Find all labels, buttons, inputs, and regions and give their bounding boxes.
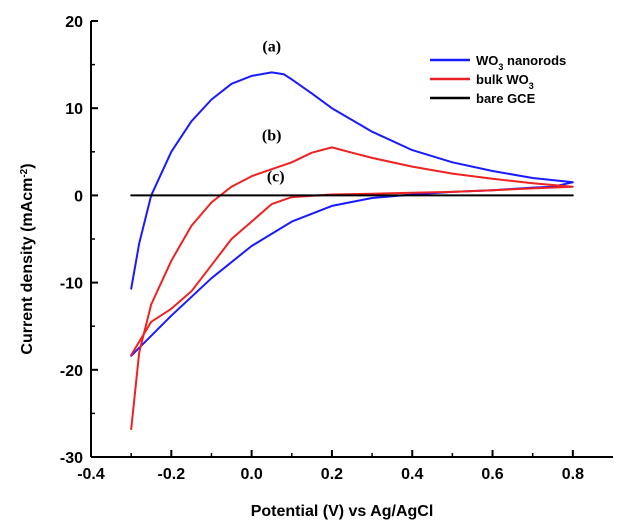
curve-annotation: (c) — [267, 168, 285, 185]
x-tick-label: 0.4 — [401, 466, 423, 483]
y-tick-label: 10 — [65, 101, 83, 118]
y-tick-label: -30 — [60, 450, 83, 467]
series-lines — [130, 71, 574, 431]
x-axis-title: Potential (V) vs Ag/AgCl — [251, 503, 434, 520]
x-tick-label: 0.6 — [481, 466, 503, 483]
x-tick-label: -0.4 — [77, 466, 105, 483]
curve-annotation: (a) — [262, 39, 281, 56]
y-axis-title: Current density (mAcm-2) — [19, 163, 37, 354]
x-tick-label: 0.8 — [562, 466, 584, 483]
x-tick-label: -0.2 — [158, 466, 186, 483]
legend-label: bare GCE — [476, 91, 536, 106]
x-tick-label: 0.2 — [321, 466, 343, 483]
y-tick-label: -20 — [60, 363, 83, 380]
annotations: (a) (b) (c) — [262, 39, 285, 186]
y-tick-label: -10 — [60, 276, 83, 293]
y-tick-label: 20 — [65, 14, 83, 31]
axes: -0.4 -0.2 0.0 0.2 0.4 0.6 0.8 -30 -20 -10 0 10 20 Pot… — [19, 14, 613, 520]
series-line-1 — [130, 71, 574, 357]
series-line-2 — [130, 146, 574, 431]
curve-annotation: (b) — [262, 127, 282, 144]
legend-label: bulk WO3 — [476, 72, 534, 91]
x-tick-label: 0.0 — [240, 466, 262, 483]
y-tick-label: 0 — [74, 188, 83, 205]
legend-label: WO3 nanorods — [476, 53, 566, 72]
